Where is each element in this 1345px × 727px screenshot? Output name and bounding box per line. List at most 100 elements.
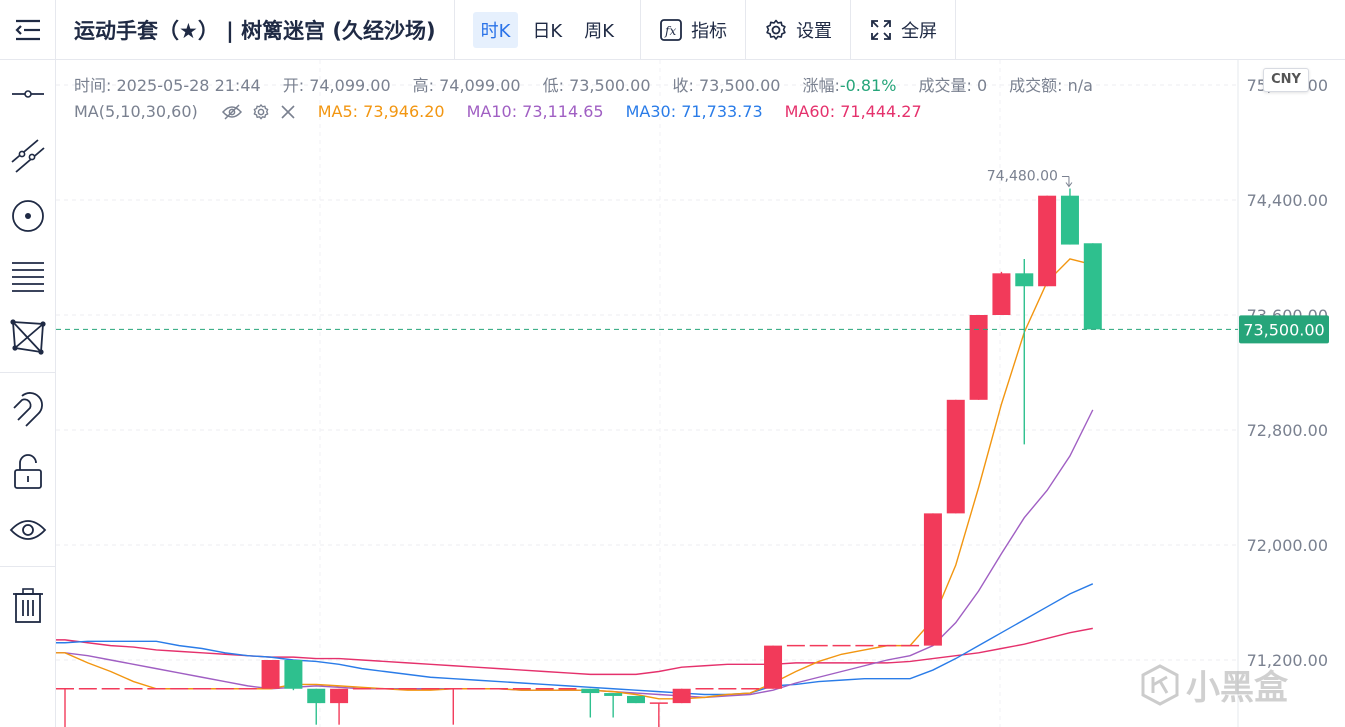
tool-parallel-lines[interactable] (0, 138, 56, 174)
eye-icon (9, 520, 47, 540)
tab-daily[interactable]: 日K (532, 20, 563, 42)
ma-close-button[interactable] (280, 104, 296, 120)
gear-icon (766, 19, 786, 40)
tool-separator (0, 566, 56, 567)
candle-body (330, 688, 349, 704)
tool-magnet[interactable] (0, 392, 56, 428)
tool-delete[interactable] (0, 588, 56, 624)
price-tick-label: 71,200.00 (1247, 651, 1328, 670)
tab-weekly[interactable]: 周K (584, 20, 615, 42)
candle (649, 702, 668, 727)
candle (284, 660, 303, 691)
horizontal-line-icon (12, 90, 44, 98)
info-close: 收: 73,500.00 (672, 76, 781, 95)
tool-pattern[interactable] (0, 318, 56, 356)
watermark-text: 小黑盒 (1186, 668, 1288, 708)
candle-body (992, 273, 1011, 315)
last-price-badge (1239, 315, 1329, 344)
tool-visibility[interactable] (0, 516, 56, 544)
candle-body (1060, 195, 1079, 245)
candle (56, 687, 74, 727)
period-tabs: 时K 日K 周K (455, 0, 642, 60)
candle (946, 399, 965, 514)
info-volume: 成交量: 0 (918, 76, 988, 95)
eye-off-icon (221, 103, 242, 120)
candle-body (969, 315, 988, 400)
ma60-line (56, 627, 1093, 676)
candle (764, 645, 783, 689)
ma-settings-button[interactable] (252, 103, 270, 121)
candle-body (1038, 195, 1057, 287)
candle (672, 688, 691, 704)
tool-separator (0, 372, 56, 373)
candle (992, 271, 1011, 315)
info-time: 时间: 2025-05-28 21:44 (74, 76, 261, 95)
candle-body (307, 688, 326, 704)
candle (444, 687, 463, 725)
gear-icon (253, 103, 269, 119)
settings-label: 设置 (796, 20, 833, 42)
close-icon (281, 104, 295, 119)
tool-lock[interactable] (0, 454, 56, 490)
info-low: 低: 73,500.00 (542, 76, 651, 95)
currency-badge[interactable]: CNY (1263, 68, 1309, 92)
candle-body (672, 688, 691, 704)
pattern-icon (10, 319, 46, 355)
watermark-logo-icon (1141, 663, 1179, 706)
fullscreen-button[interactable]: 全屏 (851, 0, 957, 60)
tool-circle[interactable] (0, 198, 56, 234)
candles (56, 188, 1102, 727)
ma-label: MA(5,10,30,60) (74, 102, 198, 121)
candle-body (946, 399, 965, 514)
indicator-label: 指标 (691, 20, 728, 42)
price-tick-label: 72,800.00 (1247, 421, 1328, 440)
info-high: 高: 74,099.00 (412, 76, 521, 95)
candle (969, 315, 988, 400)
item-title: 运动手套（★） | 树篱迷宫 (久经沙场) (56, 0, 455, 60)
drawing-toolbar (0, 60, 56, 727)
candle-body (581, 688, 600, 694)
collapse-menu-icon (14, 19, 40, 40)
info-change: 涨幅:-0.81% (802, 76, 897, 95)
candle (330, 688, 349, 725)
price-axis: 71,200.0072,000.0072,800.0073,600.0074,4… (1237, 60, 1328, 727)
candle (923, 513, 942, 646)
top-toolbar: 运动手套（★） | 树篱迷宫 (久经沙场) 时K 日K 周K fx 指标 设置 … (0, 0, 1345, 60)
price-tick-label: 74,400.00 (1247, 191, 1328, 210)
ohlc-info-bar: 时间: 2025-05-28 21:44 开: 74,099.00 高: 74,… (74, 72, 1115, 96)
ma30-value: MA30: 71,733.73 (625, 102, 763, 121)
settings-button[interactable]: 设置 (746, 0, 852, 60)
candle-body (627, 695, 645, 704)
candle (261, 660, 280, 689)
svg-text:fx: fx (664, 24, 676, 38)
candle-body (284, 660, 303, 689)
ma10-value: MA10: 73,114.65 (466, 102, 604, 121)
magnet-icon (13, 392, 43, 427)
candle-body (261, 660, 280, 689)
ma-visibility-button[interactable] (221, 103, 242, 120)
price-tick-label: 72,000.00 (1247, 536, 1328, 555)
parallel-lines-icon (11, 139, 45, 173)
unlock-icon (14, 454, 42, 489)
ma30-line (56, 583, 1094, 696)
function-icon: fx (660, 18, 682, 41)
candle-body (1015, 273, 1034, 287)
ma-legend: MA(5,10,30,60) MA5: 73,946.20 MA10: 73,1… (74, 102, 922, 121)
watermark: 小黑盒 (1140, 660, 1288, 709)
tool-fibonacci[interactable] (0, 260, 56, 294)
high-annotation: 74,480.00 (987, 169, 1073, 188)
tab-hourly[interactable]: 时K (472, 11, 519, 48)
candle-body (604, 693, 623, 696)
high-annotation-label: 74,480.00 (987, 169, 1058, 185)
candle-body (923, 513, 942, 646)
collapse-menu-button[interactable] (0, 0, 56, 60)
indicator-button[interactable]: fx 指标 (641, 0, 747, 60)
circle-icon (12, 200, 44, 232)
tool-horizontal-line[interactable] (0, 82, 56, 106)
fullscreen-icon (871, 19, 891, 40)
chart-grid (56, 60, 1238, 727)
candle-body (764, 645, 783, 689)
candle (604, 693, 623, 718)
candle (1083, 243, 1102, 330)
